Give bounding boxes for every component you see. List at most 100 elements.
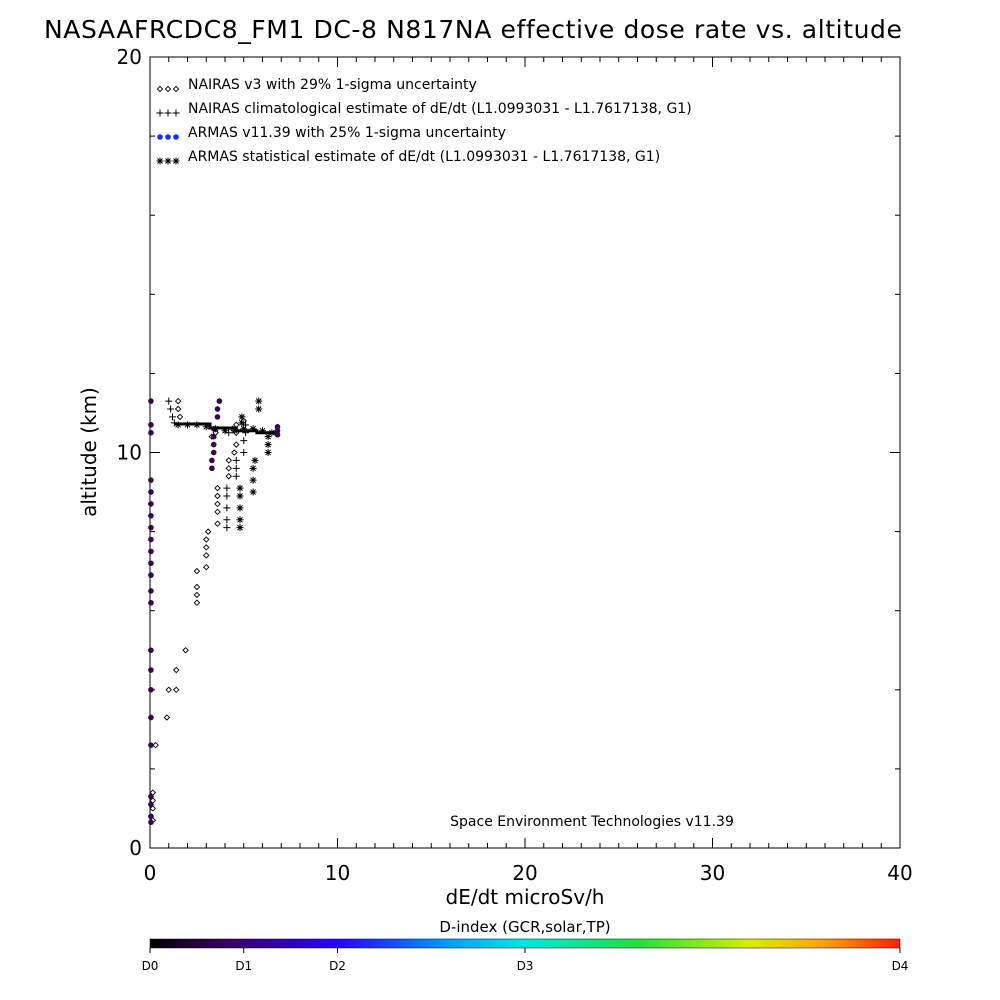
- data-point-dot: [210, 441, 217, 448]
- data-point-plus: [223, 504, 231, 512]
- data-point-asterisk: [264, 449, 272, 456]
- data-point-diamond: [176, 413, 184, 421]
- data-point-dot: [148, 742, 154, 748]
- legend-entry-label: NAIRAS v3 with 29% 1-sigma uncertainty: [188, 77, 477, 93]
- data-point-diamond: [193, 591, 201, 599]
- data-point-asterisk: [268, 429, 276, 437]
- legend-entry-label: ARMAS statistical estimate of dE/dt (L1.…: [188, 149, 660, 165]
- data-point-diamond: [173, 686, 180, 694]
- data-point-plus: [172, 109, 180, 117]
- data-point-diamond: [193, 567, 201, 575]
- data-point-plus: [169, 413, 176, 421]
- data-point-dot: [148, 687, 154, 693]
- data-point-asterisk: [255, 397, 263, 405]
- data-point-dot: [216, 398, 223, 404]
- data-point-diamond: [225, 472, 232, 480]
- data-point-asterisk: [193, 421, 201, 429]
- data-point-dot: [148, 588, 154, 594]
- data-point-dot: [210, 449, 217, 456]
- data-point-dot: [148, 572, 154, 578]
- data-point-diamond: [174, 405, 182, 413]
- data-point-diamond: [214, 520, 221, 527]
- data-point-diamond: [163, 714, 171, 721]
- axis-ticks: [149, 56, 901, 849]
- data-point-dot: [148, 429, 154, 436]
- data-point-diamond: [225, 457, 232, 464]
- colorbar-label: D2: [329, 959, 346, 973]
- data-point-diamond: [214, 484, 221, 492]
- data-point-dot: [214, 406, 221, 412]
- data-point-diamond: [193, 599, 201, 607]
- data-point-diamond: [193, 583, 201, 591]
- colorbar-title: D-index (GCR,solar,TP): [439, 918, 610, 936]
- data-point-diamond: [149, 805, 157, 812]
- data-point-asterisk: [202, 423, 210, 431]
- y-tick-label: 20: [117, 45, 142, 69]
- data-point-plus: [232, 472, 240, 480]
- data-point-dot: [209, 457, 215, 464]
- data-point-diamond: [214, 500, 221, 508]
- data-point-plus: [223, 516, 231, 524]
- data-point-plus: [223, 524, 231, 532]
- credit-annotation: Space Environment Technologies v11.39: [450, 814, 734, 830]
- colorbar-labels: D0 D1 D2 D3 D4: [142, 948, 908, 973]
- data-point-dot: [148, 489, 154, 495]
- data-point-dot: [148, 422, 154, 428]
- series-plus: [165, 397, 250, 532]
- axis-tick-labels: 0 10 20 30 40 0 10 20: [117, 45, 913, 885]
- data-point-diamond: [225, 465, 232, 472]
- x-tick-label: 40: [887, 861, 912, 885]
- data-point-diamond: [152, 741, 159, 749]
- colorbar-label: D3: [517, 959, 534, 973]
- data-point-diamond: [203, 544, 210, 551]
- data-point-diamond: [173, 666, 180, 674]
- data-point-asterisk: [174, 421, 182, 429]
- data-point-dot: [148, 548, 154, 555]
- y-tick-label: 0: [129, 836, 142, 860]
- data-point-dot: [165, 134, 171, 140]
- data-point-dot: [148, 477, 154, 483]
- data-point-dot: [274, 423, 281, 430]
- data-point-asterisk: [236, 516, 244, 524]
- data-point-diamond: [164, 85, 172, 93]
- data-point-asterisk: [249, 488, 257, 496]
- data-point-plus: [156, 109, 164, 117]
- colorbar-label: D1: [235, 959, 252, 973]
- y-axis-title: altitude (km): [77, 387, 101, 517]
- data-point-plus: [223, 484, 231, 492]
- data-point-asterisk: [264, 441, 272, 449]
- data-point-asterisk: [221, 427, 229, 435]
- data-point-diamond: [214, 492, 221, 500]
- data-point-diamond: [233, 421, 240, 429]
- x-tick-label: 30: [700, 861, 725, 885]
- data-point-dot: [148, 801, 154, 808]
- data-point-plus: [232, 456, 240, 464]
- x-tick-label: 10: [325, 861, 350, 885]
- data-point-dot: [148, 819, 154, 826]
- data-point-asterisk: [184, 421, 191, 429]
- data-point-asterisk: [212, 425, 220, 433]
- data-point-dot: [274, 427, 281, 434]
- colorbar: [149, 938, 901, 949]
- legend: NAIRAS v3 with 29% 1-sigma uncertainty NA…: [156, 77, 692, 165]
- series-dot: [148, 398, 281, 826]
- data-point-asterisk: [249, 425, 257, 433]
- data-points: [148, 397, 281, 826]
- data-point-dot: [173, 134, 179, 140]
- data-point-dot: [157, 134, 163, 140]
- data-point-plus: [240, 437, 248, 445]
- data-point-asterisk: [238, 419, 246, 427]
- data-point-diamond: [204, 528, 212, 535]
- data-point-asterisk: [251, 456, 259, 464]
- x-tick-label: 20: [512, 861, 537, 885]
- data-point-dot: [214, 414, 221, 420]
- series-asterisk: [174, 397, 276, 532]
- data-point-dot: [148, 647, 154, 654]
- data-point-asterisk: [236, 492, 244, 500]
- data-point-asterisk: [255, 405, 263, 413]
- data-point-plus: [232, 464, 240, 472]
- data-point-dot: [210, 433, 217, 440]
- data-point-asterisk: [249, 476, 257, 484]
- data-point-asterisk: [238, 413, 246, 421]
